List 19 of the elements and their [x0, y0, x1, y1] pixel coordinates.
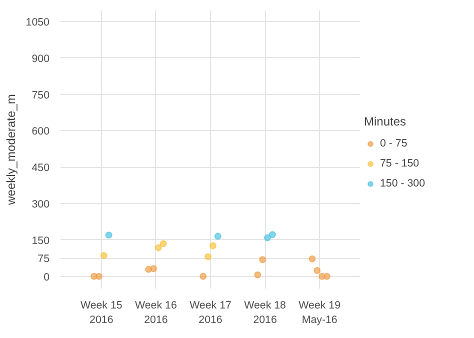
x-tick-label: Week 15 2016: [80, 300, 122, 326]
x-tick-label: Week 19 May-16: [298, 300, 341, 326]
x-tick-label: Week 18 2016: [244, 300, 286, 326]
y-tick-label: 300: [32, 198, 50, 211]
y-axis-title: weekly_moderate_m: [4, 94, 18, 206]
legend-label: 0 - 75: [380, 138, 408, 150]
legend-label: 150 - 300: [380, 178, 426, 190]
y-tick-label: 1050: [26, 16, 50, 28]
x-tick-label: Week 16 2016: [135, 300, 177, 326]
y-tick-label: 900: [32, 52, 50, 65]
legend-label: 75 - 150: [380, 158, 420, 170]
y-tick-label: 600: [32, 126, 50, 138]
x-tick-label: Week 17 2016: [190, 300, 232, 326]
y-tick-label: 0: [44, 271, 50, 284]
y-tick-label: 150: [32, 234, 50, 247]
y-tick-label: 75: [38, 253, 50, 266]
y-tick-label: 750: [32, 89, 50, 102]
y-tick-label: 450: [32, 162, 50, 174]
legend-title: Minutes: [364, 114, 408, 128]
